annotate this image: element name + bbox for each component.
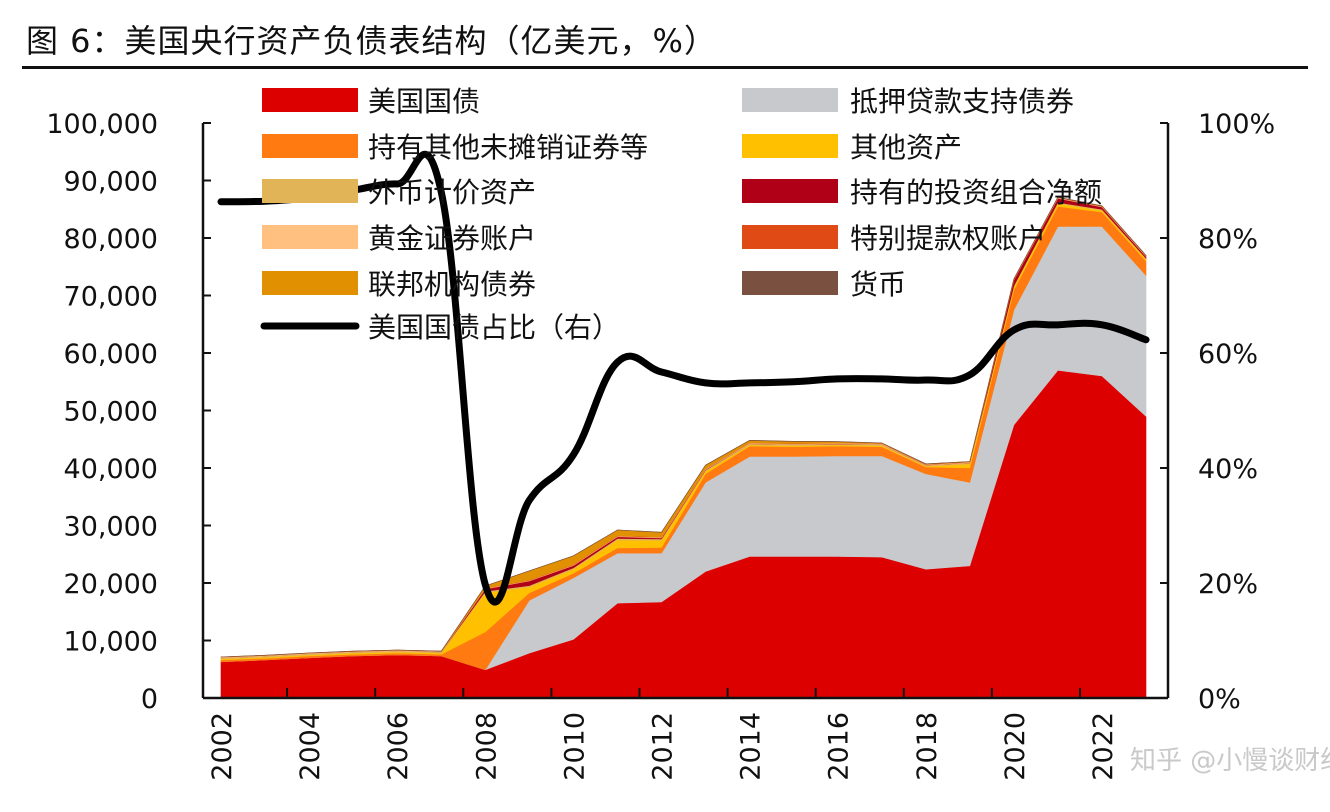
legend-swatch [742,271,838,295]
legend-swatch [742,134,838,158]
x-tick-label: 2020 [1000,712,1031,781]
x-tick-label: 2016 [824,712,855,781]
y-tick-label: 100,000 [46,109,158,140]
legend-swatch [742,179,838,203]
legend-label: 货币 [850,268,906,301]
legend-swatch [262,225,358,249]
legend-label: 特别提款权账户 [850,222,1046,255]
x-tick-label: 2012 [648,712,679,781]
x-tick-label: 2004 [295,712,326,781]
x-tick-label: 2002 [207,712,238,781]
legend-label: 美国国债 [368,85,480,118]
x-tick-label: 2022 [1088,712,1119,781]
x-tick-label: 2014 [736,712,767,781]
treasury-share-line [217,150,1150,606]
legend-swatch [262,271,358,295]
y-tick-label: 90,000 [64,167,158,198]
legend-swatch [262,134,358,158]
y2-tick-label: 40% [1198,454,1258,485]
legend-swatch [742,225,838,249]
y-tick-label: 60,000 [64,339,158,370]
legend-swatch [262,88,358,112]
y2-tick-label: 100% [1198,109,1275,140]
y-tick-label: 80,000 [64,224,158,255]
x-tick-label: 2018 [912,712,943,781]
title-divider [22,66,1308,69]
x-tick-label: 2010 [559,712,590,781]
legend-swatch [262,179,358,203]
y-tick-label: 10,000 [64,627,158,658]
y-tick-label: 70,000 [64,282,158,313]
y2-tick-label: 20% [1198,569,1258,600]
y2-tick-label: 60% [1198,339,1258,370]
legend-label: 抵押贷款支持债券 [850,85,1074,118]
y2-tick-label: 80% [1198,224,1258,255]
legend-label: 美国国债占比（右） [368,311,620,344]
legend-label: 持有其他未摊销证券等 [368,131,648,164]
legend-label: 持有的投资组合净额 [850,176,1102,209]
area-series-9 [220,196,1147,658]
legend-label: 黄金证券账户 [368,222,536,255]
y-tick-label: 40,000 [64,454,158,485]
y-tick-label: 30,000 [64,512,158,543]
legend-swatch [742,88,838,112]
legend-label: 外币计价资产 [368,176,536,209]
chart-title: 图 6：美国央行资产负债表结构（亿美元，%） [26,22,717,60]
y-tick-label: 50,000 [64,397,158,428]
legend-label: 联邦机构债券 [368,268,536,301]
watermark: 知乎 @小慢谈财经 [1130,746,1330,776]
legend-label: 其他资产 [850,131,962,164]
y-tick-label: 0 [141,684,158,715]
y-tick-label: 20,000 [64,569,158,600]
x-tick-label: 2006 [383,712,414,781]
y2-tick-label: 0% [1198,684,1241,715]
x-tick-label: 2008 [471,712,502,781]
